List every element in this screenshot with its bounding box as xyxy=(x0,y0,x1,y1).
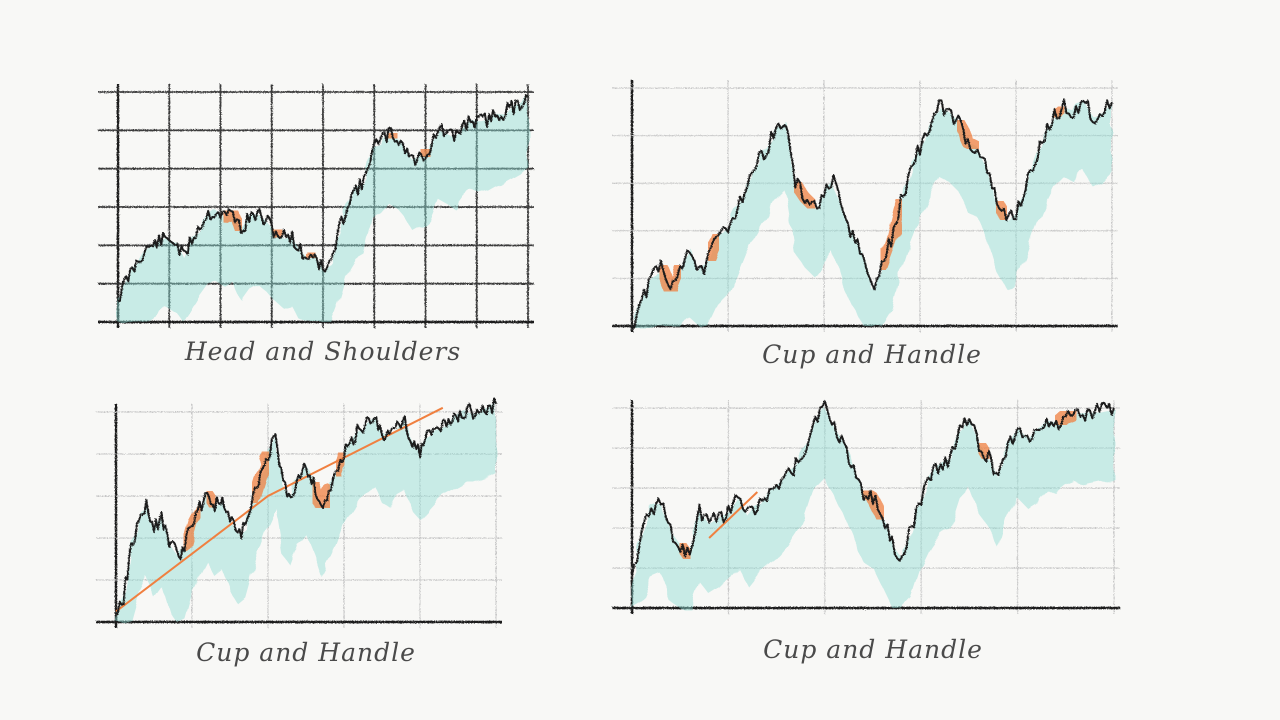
price-line xyxy=(631,400,1115,576)
chart-caption: Cup and Handle xyxy=(763,635,983,664)
chart-caption: Head and Shoulders xyxy=(184,337,461,366)
chart-caption: Cup and Handle xyxy=(196,638,416,667)
orange-highlight xyxy=(702,229,725,266)
trend-line xyxy=(115,406,444,613)
teal-wash-band xyxy=(632,99,1112,327)
price-line xyxy=(631,98,1113,331)
trend-line xyxy=(708,491,759,539)
chart-panel-4: Cup and Handle xyxy=(612,400,1120,664)
teal-wash-band xyxy=(116,403,496,622)
price-line xyxy=(117,94,529,303)
orange-highlight xyxy=(415,143,436,163)
price-line xyxy=(115,397,497,617)
chart-caption: Cup and Handle xyxy=(762,340,982,369)
chart-panel-1: Head and Shoulders xyxy=(98,84,534,366)
chart-panel-3: Cup and Handle xyxy=(96,397,502,667)
chart-panel-2: Cup and Handle xyxy=(612,80,1118,369)
